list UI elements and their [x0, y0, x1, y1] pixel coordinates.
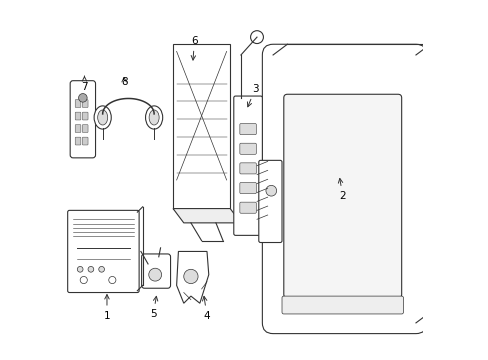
- Text: 4: 4: [202, 296, 210, 321]
- FancyBboxPatch shape: [142, 254, 170, 288]
- Circle shape: [79, 94, 87, 102]
- FancyBboxPatch shape: [262, 44, 426, 334]
- FancyBboxPatch shape: [282, 296, 403, 314]
- Circle shape: [183, 269, 198, 284]
- Ellipse shape: [149, 110, 159, 125]
- Ellipse shape: [145, 106, 163, 129]
- Circle shape: [99, 266, 104, 272]
- Circle shape: [265, 185, 276, 196]
- Circle shape: [108, 276, 116, 284]
- Circle shape: [250, 31, 263, 44]
- FancyBboxPatch shape: [75, 125, 81, 132]
- Text: 8: 8: [121, 77, 127, 87]
- Polygon shape: [173, 44, 230, 208]
- Text: 7: 7: [81, 76, 88, 92]
- Circle shape: [80, 276, 87, 284]
- FancyBboxPatch shape: [240, 202, 256, 213]
- Polygon shape: [176, 251, 208, 303]
- Circle shape: [148, 268, 162, 281]
- FancyBboxPatch shape: [233, 96, 262, 235]
- FancyBboxPatch shape: [75, 100, 81, 108]
- Polygon shape: [173, 208, 241, 223]
- FancyBboxPatch shape: [240, 123, 256, 135]
- FancyBboxPatch shape: [283, 94, 401, 298]
- FancyBboxPatch shape: [240, 163, 256, 174]
- FancyBboxPatch shape: [240, 183, 256, 194]
- FancyBboxPatch shape: [75, 137, 81, 145]
- FancyBboxPatch shape: [82, 125, 88, 132]
- Circle shape: [88, 266, 94, 272]
- FancyBboxPatch shape: [82, 112, 88, 120]
- Circle shape: [77, 266, 83, 272]
- Text: 5: 5: [150, 296, 158, 319]
- FancyBboxPatch shape: [75, 112, 81, 120]
- FancyBboxPatch shape: [70, 81, 95, 158]
- FancyBboxPatch shape: [82, 137, 88, 145]
- FancyBboxPatch shape: [67, 210, 139, 293]
- Ellipse shape: [98, 110, 107, 125]
- FancyBboxPatch shape: [82, 100, 88, 108]
- Text: 1: 1: [103, 294, 110, 321]
- FancyBboxPatch shape: [258, 160, 282, 243]
- Text: 6: 6: [191, 36, 198, 60]
- FancyBboxPatch shape: [240, 143, 256, 154]
- Ellipse shape: [94, 106, 111, 129]
- Text: 2: 2: [338, 179, 346, 201]
- Text: 3: 3: [247, 84, 258, 107]
